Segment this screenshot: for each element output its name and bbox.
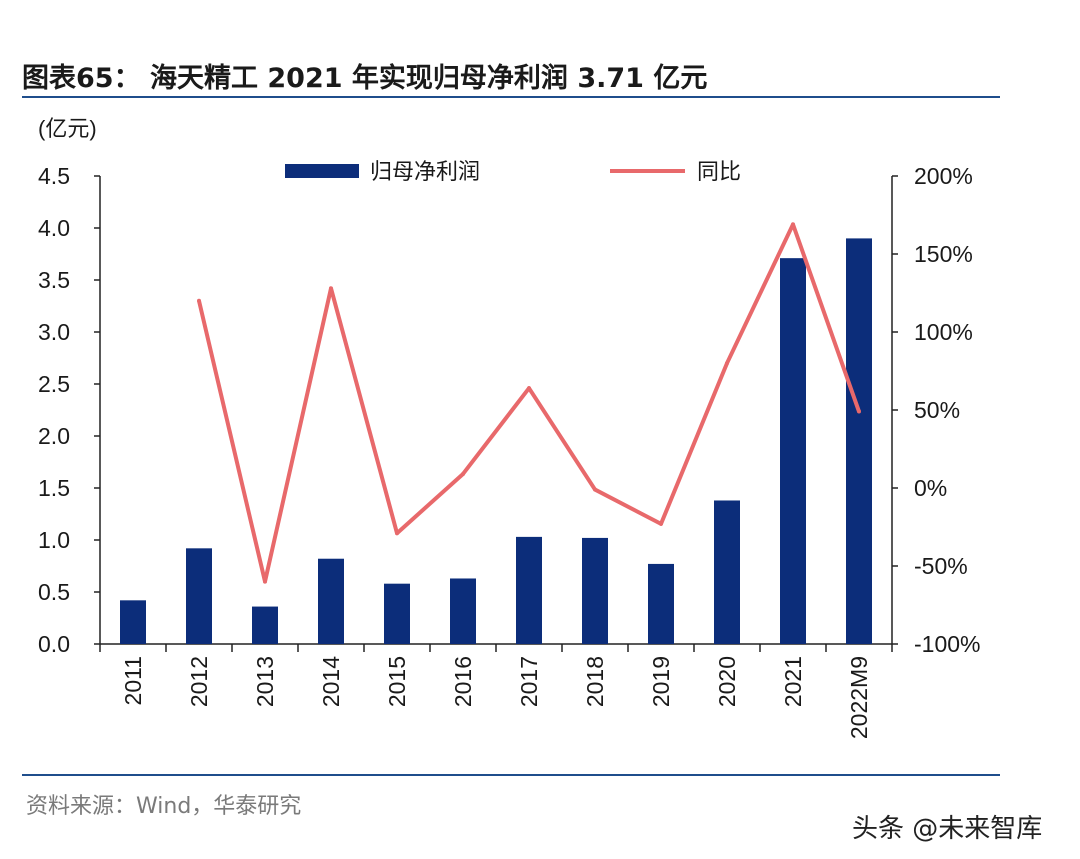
bar-2014 — [318, 558, 344, 644]
x-tick-label: 2014 — [318, 656, 344, 707]
yoy-point-2012 — [197, 298, 201, 303]
x-tick-label: 2011 — [120, 656, 146, 705]
bar-2015 — [384, 583, 410, 644]
left-tick-label: 0.5 — [38, 579, 70, 605]
x-tick-label: 2015 — [384, 656, 410, 707]
x-tick-label: 2016 — [450, 656, 476, 707]
x-tick-label: 2013 — [252, 656, 278, 707]
line-series — [197, 222, 861, 584]
legend: 归母净利润 同比 — [285, 159, 741, 184]
legend-line-label: 同比 — [697, 159, 741, 184]
left-tick-label: 4.0 — [38, 215, 70, 241]
left-tick-label: 2.0 — [38, 423, 70, 449]
right-tick-label: 100% — [914, 319, 973, 345]
source-note: 资料来源：Wind，华泰研究 — [26, 794, 302, 819]
legend-bar-label: 归母净利润 — [370, 159, 480, 184]
bottom-divider — [22, 774, 1000, 776]
right-tick-label: 50% — [914, 397, 960, 423]
bar-2020 — [714, 500, 740, 644]
bar-series — [120, 238, 872, 644]
x-tick-label: 2021 — [780, 656, 806, 707]
left-tick-label: 3.0 — [38, 319, 70, 345]
x-tick-label: 2020 — [714, 656, 740, 707]
left-tick-label: 2.5 — [38, 371, 70, 397]
x-tick-label: 2018 — [582, 656, 608, 707]
left-tick-label: 3.5 — [38, 267, 70, 293]
bar-2013 — [252, 606, 278, 644]
right-tick-label: -50% — [914, 553, 968, 579]
yoy-point-2014 — [329, 286, 333, 291]
right-tick-label: -100% — [914, 631, 980, 657]
bar-2011 — [120, 600, 146, 644]
yoy-point-2015 — [395, 531, 399, 536]
bar-2018 — [582, 537, 608, 644]
yoy-point-2021 — [791, 222, 795, 227]
yoy-point-2017 — [527, 386, 531, 391]
yoy-point-2020 — [725, 361, 729, 366]
left-tick-label: 0.0 — [38, 631, 70, 657]
yoy-point-2019 — [659, 521, 663, 526]
x-tick-label: 2022M9 — [846, 656, 872, 739]
left-tick-label: 1.5 — [38, 475, 70, 501]
left-tick-label: 4.5 — [38, 163, 70, 189]
bar-2019 — [648, 563, 674, 644]
watermark: 头条 @未来智库 — [852, 814, 1043, 844]
x-tick-label: 2019 — [648, 656, 674, 707]
x-tick-label: 2012 — [186, 656, 212, 707]
yoy-point-2013 — [263, 579, 267, 584]
right-tick-label: 0% — [914, 475, 947, 501]
yoy-point-2018 — [593, 487, 597, 492]
right-tick-label: 200% — [914, 163, 973, 189]
right-tick-label: 150% — [914, 241, 973, 267]
bar-2021 — [780, 258, 806, 644]
legend-bar-swatch — [285, 164, 359, 178]
bar-2017 — [516, 536, 542, 644]
yoy-point-2016 — [461, 471, 465, 476]
bar-2022M9 — [846, 238, 872, 644]
x-tick-label: 2017 — [516, 656, 542, 707]
yoy-point-2022M9 — [857, 409, 861, 414]
bar-2012 — [186, 548, 212, 644]
left-axis-unit-label: (亿元) — [38, 116, 97, 141]
figure-title: 图表65： 海天精工 2021 年实现归母净利润 3.71 亿元 — [22, 63, 708, 94]
bar-2016 — [450, 578, 476, 644]
yoy-line — [197, 222, 861, 584]
title-divider — [22, 96, 1000, 98]
left-tick-label: 1.0 — [38, 527, 70, 553]
axes: 0.0 0.5 1.0 1.5 2.0 2.5 3.0 3.5 4.0 4.5 -100% -50% 0… — [38, 163, 980, 739]
